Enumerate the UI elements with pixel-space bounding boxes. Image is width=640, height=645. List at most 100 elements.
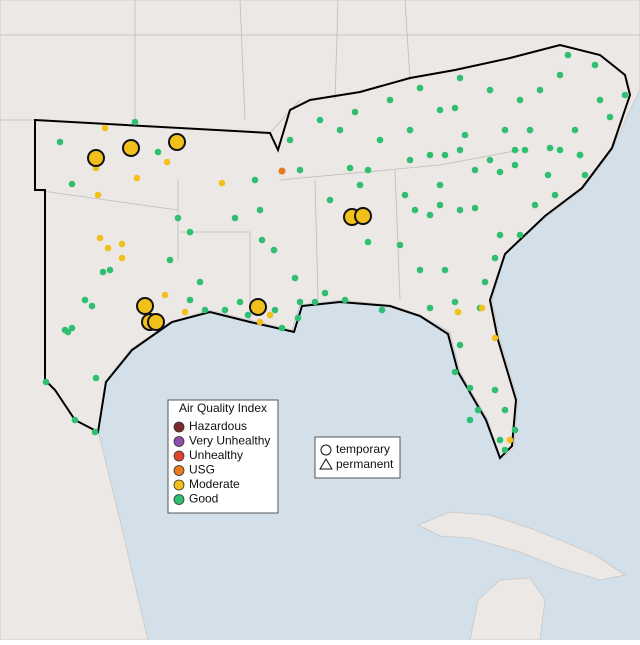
monitor-good	[294, 314, 302, 322]
monitor-good	[401, 191, 409, 199]
monitor-moderate	[133, 174, 141, 182]
legend-label: Moderate	[189, 477, 240, 491]
monitor-good	[406, 156, 414, 164]
monitor-good	[426, 151, 434, 159]
monitor-good	[296, 298, 304, 306]
monitor-good	[536, 86, 544, 94]
monitor-good	[286, 136, 294, 144]
monitor-moderate	[218, 179, 226, 187]
monitor-good	[621, 91, 629, 99]
monitor-moderate	[101, 124, 109, 132]
monitor-moderate	[118, 254, 126, 262]
monitor-good	[551, 191, 559, 199]
legend-swatch	[173, 421, 185, 433]
monitor-good	[201, 306, 209, 314]
monitor-good	[491, 254, 499, 262]
legend-label: Good	[189, 492, 218, 506]
monitor-good	[378, 306, 386, 314]
monitor-good	[291, 274, 299, 282]
temporary-monitor	[168, 133, 186, 151]
monitor-good	[531, 201, 539, 209]
temporary-monitor	[147, 313, 165, 331]
monitor-good	[486, 156, 494, 164]
monitor-good	[491, 386, 499, 394]
monitor-good	[364, 238, 372, 246]
shape-label: temporary	[336, 442, 390, 456]
shape-label: permanent	[336, 457, 394, 471]
monitor-good	[106, 266, 114, 274]
temporary-monitor	[122, 139, 140, 157]
monitor-good	[481, 278, 489, 286]
monitor-good	[91, 428, 99, 436]
monitor-good	[556, 146, 564, 154]
monitor-good	[376, 136, 384, 144]
monitor-good	[501, 406, 509, 414]
monitor-good	[501, 126, 509, 134]
monitor-good	[486, 86, 494, 94]
shape-legend: temporary permanent	[314, 436, 401, 479]
monitors	[42, 51, 629, 454]
monitor-good	[416, 84, 424, 92]
monitor-good	[186, 228, 194, 236]
monitor-good	[471, 204, 479, 212]
monitor-good	[456, 341, 464, 349]
monitor-good	[436, 201, 444, 209]
monitor-good	[511, 146, 519, 154]
legend-swatch	[173, 494, 185, 505]
monitor-good	[316, 116, 324, 124]
monitor-good	[251, 176, 259, 184]
legend-title: Air Quality Index	[179, 401, 267, 415]
monitor-good	[256, 206, 264, 214]
monitor-good	[441, 151, 449, 159]
monitor-good	[346, 164, 354, 172]
monitor-good	[556, 71, 564, 79]
monitor-good	[186, 296, 194, 304]
monitor-good	[571, 126, 579, 134]
monitor-good	[341, 296, 349, 304]
triangle-symbol	[319, 458, 333, 470]
monitor-moderate	[181, 308, 189, 316]
monitor-good	[591, 61, 599, 69]
monitor-good	[466, 384, 474, 392]
monitor-good	[88, 302, 96, 310]
monitor-good	[81, 296, 89, 304]
monitor-good	[466, 416, 474, 424]
monitor-moderate	[163, 158, 171, 166]
monitor-good	[496, 436, 504, 444]
monitor-good	[596, 96, 604, 104]
legend-swatch	[173, 465, 185, 476]
monitor-good	[174, 214, 182, 222]
legend-label: Unhealthy	[189, 448, 243, 462]
monitor-good	[231, 214, 239, 222]
monitor-good	[270, 246, 278, 254]
monitor-good	[336, 126, 344, 134]
monitor-good	[236, 298, 244, 306]
monitor-good	[351, 108, 359, 116]
monitor-good	[461, 131, 469, 139]
monitor-good	[386, 96, 394, 104]
monitor-good	[471, 166, 479, 174]
temporary-monitor	[136, 297, 154, 315]
legend-label: USG	[189, 463, 215, 477]
monitor-good	[521, 146, 529, 154]
monitor-good	[278, 324, 286, 332]
monitor-good	[546, 144, 554, 152]
monitor-good	[71, 416, 79, 424]
legend-box	[167, 399, 279, 514]
monitor-good	[244, 311, 252, 319]
monitor-good	[131, 118, 139, 126]
monitor-good	[456, 74, 464, 82]
monitor-good	[68, 180, 76, 188]
monitor-moderate	[104, 244, 112, 252]
monitor-good	[321, 289, 329, 297]
monitor-good	[426, 304, 434, 312]
monitor-good	[92, 374, 100, 382]
legend-label: Very Unhealthy	[189, 434, 270, 448]
monitor-good	[68, 324, 76, 332]
monitor-good	[456, 146, 464, 154]
monitor-moderate	[256, 318, 264, 326]
monitor-good	[456, 206, 464, 214]
monitor-good	[451, 298, 459, 306]
monitor-usg	[278, 167, 286, 175]
